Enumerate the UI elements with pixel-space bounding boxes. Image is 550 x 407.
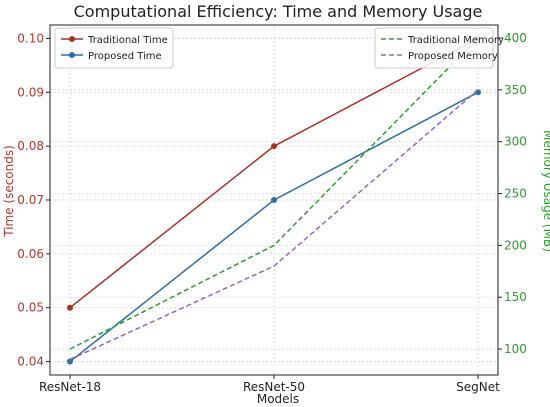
right-tick-label: 300 [504,135,527,149]
right-tick-label: 250 [504,187,527,201]
x-tick-label: SegNet [456,380,500,394]
left-tick-label: 0.04 [17,355,44,369]
data-point-traditional-time [271,143,277,150]
legend-top-right: Traditional Memory Proposed Memory [374,27,504,69]
chart-title: Computational Efficiency: Time and Memor… [74,2,483,21]
left-tick-label: 0.08 [17,139,44,153]
data-point-proposed-time [67,358,73,365]
legend-frame [54,27,174,69]
x-tick-label: ResNet-18 [39,380,101,394]
left-tick-label: 0.09 [17,85,44,99]
series-line-proposed-memory [69,89,479,361]
right-tick-label: 100 [504,342,527,356]
legend-marker-traditional-time [69,36,75,42]
legend-marker-proposed-time [69,52,75,58]
left-tick-label: 0.06 [17,247,44,261]
left-tick-label: 0.07 [17,193,44,207]
legend-label-traditional-memory: Traditional Memory [407,35,504,46]
series-line-traditional-memory [69,37,479,350]
x-axis-label: Models [257,392,299,406]
legend-label-proposed-time: Proposed Time [88,51,162,62]
right-axis-label: Memory Usage (MB) [541,130,550,252]
legend-frame [374,27,494,69]
data-point-proposed-time [271,197,277,203]
left-tick-label: 0.05 [17,301,44,315]
axes: 0.04 0.05 0.06 0.07 0.08 0.09 0.10 100 150 200 250… [17,31,527,394]
data-point-traditional-time [67,304,73,311]
legend-label-proposed-memory: Proposed Memory [408,51,498,62]
right-tick-label: 400 [504,31,527,45]
x-tick-label: ResNet-50 [243,380,305,394]
right-tick-label: 350 [504,83,527,97]
right-tick-label: 200 [504,238,527,252]
left-tick-label: 0.10 [17,31,44,45]
legend-label-traditional-time: Traditional Time [87,35,168,46]
series-layer [67,35,481,365]
right-tick-label: 150 [504,290,527,304]
legend-top-left: Traditional Time Proposed Time [54,27,174,69]
left-axis-label: Time (seconds) [2,145,16,238]
